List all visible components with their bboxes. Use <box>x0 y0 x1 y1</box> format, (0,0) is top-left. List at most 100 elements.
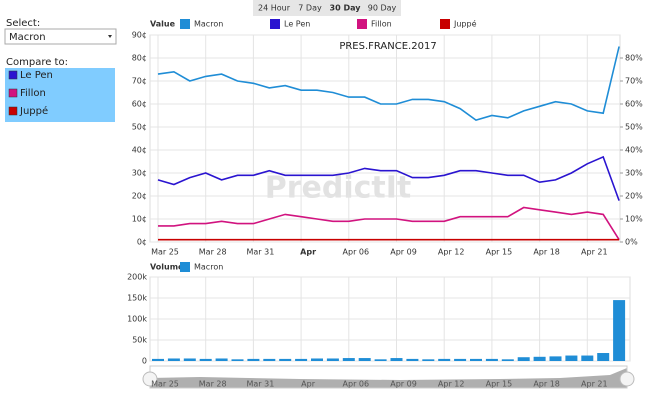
bar <box>199 358 212 361</box>
y2-tick-label: 60% <box>625 100 643 109</box>
navigator-label: Apr <box>301 380 316 389</box>
bar <box>358 358 371 361</box>
x-tick-label: Mar 31 <box>246 248 274 257</box>
tab[interactable]: 90 Day <box>368 4 397 13</box>
series-line <box>157 155 620 201</box>
bar <box>470 358 482 361</box>
bar <box>613 300 626 361</box>
series-line <box>157 46 620 121</box>
x-tick-label: Mar 25 <box>151 248 179 257</box>
x-tick-label: Apr <box>300 248 316 257</box>
legend-label: Macron <box>194 20 223 29</box>
legend-label: Juppé <box>453 19 477 29</box>
select-arrow <box>108 35 112 38</box>
legend-title: Volume <box>150 263 184 272</box>
x-tick-label: Apr 09 <box>390 248 417 257</box>
select-label: Select: <box>6 18 40 29</box>
legend-label: Macron <box>194 263 223 272</box>
bar <box>231 359 244 361</box>
compare-item[interactable]: Fillon <box>20 88 46 99</box>
y-tick-label: 20¢ <box>132 192 147 201</box>
y-tick-label: 0 <box>142 357 147 366</box>
y-tick-label: 200k <box>127 273 147 282</box>
bar <box>374 359 387 361</box>
bar <box>517 357 530 361</box>
y-tick-label: 60¢ <box>132 100 147 109</box>
compare-item[interactable]: Juppé <box>19 105 48 117</box>
navigator-area <box>150 368 627 388</box>
navigator-label: Apr 21 <box>581 380 608 389</box>
bar <box>263 358 276 361</box>
bar <box>247 358 260 361</box>
y-tick-label: 80¢ <box>132 54 147 63</box>
legend-label: Fillon <box>371 20 392 29</box>
y-tick-label: 0¢ <box>137 238 147 247</box>
legend-swatch <box>180 19 190 29</box>
y2-tick-label: 10% <box>625 215 643 224</box>
compare-item[interactable]: Le Pen <box>20 70 53 81</box>
bar <box>581 355 594 361</box>
x-tick-label: Apr 21 <box>581 248 608 257</box>
select-box[interactable] <box>4 28 117 45</box>
bar <box>438 358 451 361</box>
navigator-label: Apr 06 <box>343 380 370 389</box>
compare-box <box>5 68 115 122</box>
y-tick-label: 50k <box>132 336 147 345</box>
bar <box>183 358 196 361</box>
y-tick-label: 10¢ <box>132 215 147 224</box>
legend-swatch <box>357 19 367 29</box>
bar <box>152 358 164 361</box>
y-tick-label: 90¢ <box>132 31 147 40</box>
bar <box>565 355 578 361</box>
y2-tick-label: 70% <box>625 77 643 86</box>
navigator-label: Apr 15 <box>486 380 513 389</box>
navigator-label: Mar 28 <box>199 380 227 389</box>
y2-tick-label: 30% <box>625 169 643 178</box>
bar <box>501 359 514 361</box>
compare-swatch[interactable] <box>8 106 18 116</box>
compare-swatch[interactable] <box>8 88 18 98</box>
bar <box>390 358 403 361</box>
select-value[interactable]: Macron <box>9 32 46 43</box>
tab[interactable]: 24 Hour <box>258 4 291 13</box>
y-tick-label: 40¢ <box>132 146 147 155</box>
bar <box>311 358 323 361</box>
compare-label: Compare to: <box>6 57 68 68</box>
chart-title: PRES.FRANCE.2017 <box>339 41 436 52</box>
legend-swatch <box>180 262 190 272</box>
x-tick-label: Apr 18 <box>533 248 560 257</box>
y-tick-label: 50¢ <box>132 123 147 132</box>
bar <box>549 356 562 361</box>
y2-tick-label: 0% <box>625 238 638 247</box>
y-tick-label: 100k <box>127 315 147 324</box>
bar <box>279 358 292 361</box>
navigator-handle[interactable] <box>619 371 635 387</box>
legend-title: Value <box>150 20 176 29</box>
bar <box>295 358 308 361</box>
y-tick-label: 30¢ <box>132 169 147 178</box>
watermark: PredictIt <box>265 171 412 206</box>
tab-bar <box>253 0 401 16</box>
navigator-label: Mar 31 <box>246 380 274 389</box>
bar <box>342 358 355 361</box>
navigator-handle[interactable] <box>142 371 158 387</box>
series-line <box>158 206 620 241</box>
tab[interactable]: 30 Day <box>330 4 362 13</box>
x-tick-label: Apr 06 <box>343 248 370 257</box>
compare-swatch[interactable] <box>8 70 18 80</box>
y2-tick-label: 40% <box>625 146 643 155</box>
y2-tick-label: 50% <box>625 123 643 132</box>
x-tick-label: Apr 15 <box>486 248 513 257</box>
x-tick-label: Apr 12 <box>438 248 465 257</box>
x-tick-label: Mar 28 <box>199 248 227 257</box>
y-tick-label: 150k <box>127 294 147 303</box>
y-tick-label: 70¢ <box>132 77 147 86</box>
tab[interactable]: 7 Day <box>298 4 322 13</box>
bar <box>215 358 228 361</box>
y2-tick-label: 80% <box>625 54 643 63</box>
navigator-label: Mar 25 <box>151 380 179 389</box>
y2-tick-label: 20% <box>625 192 643 201</box>
bar <box>167 358 180 361</box>
